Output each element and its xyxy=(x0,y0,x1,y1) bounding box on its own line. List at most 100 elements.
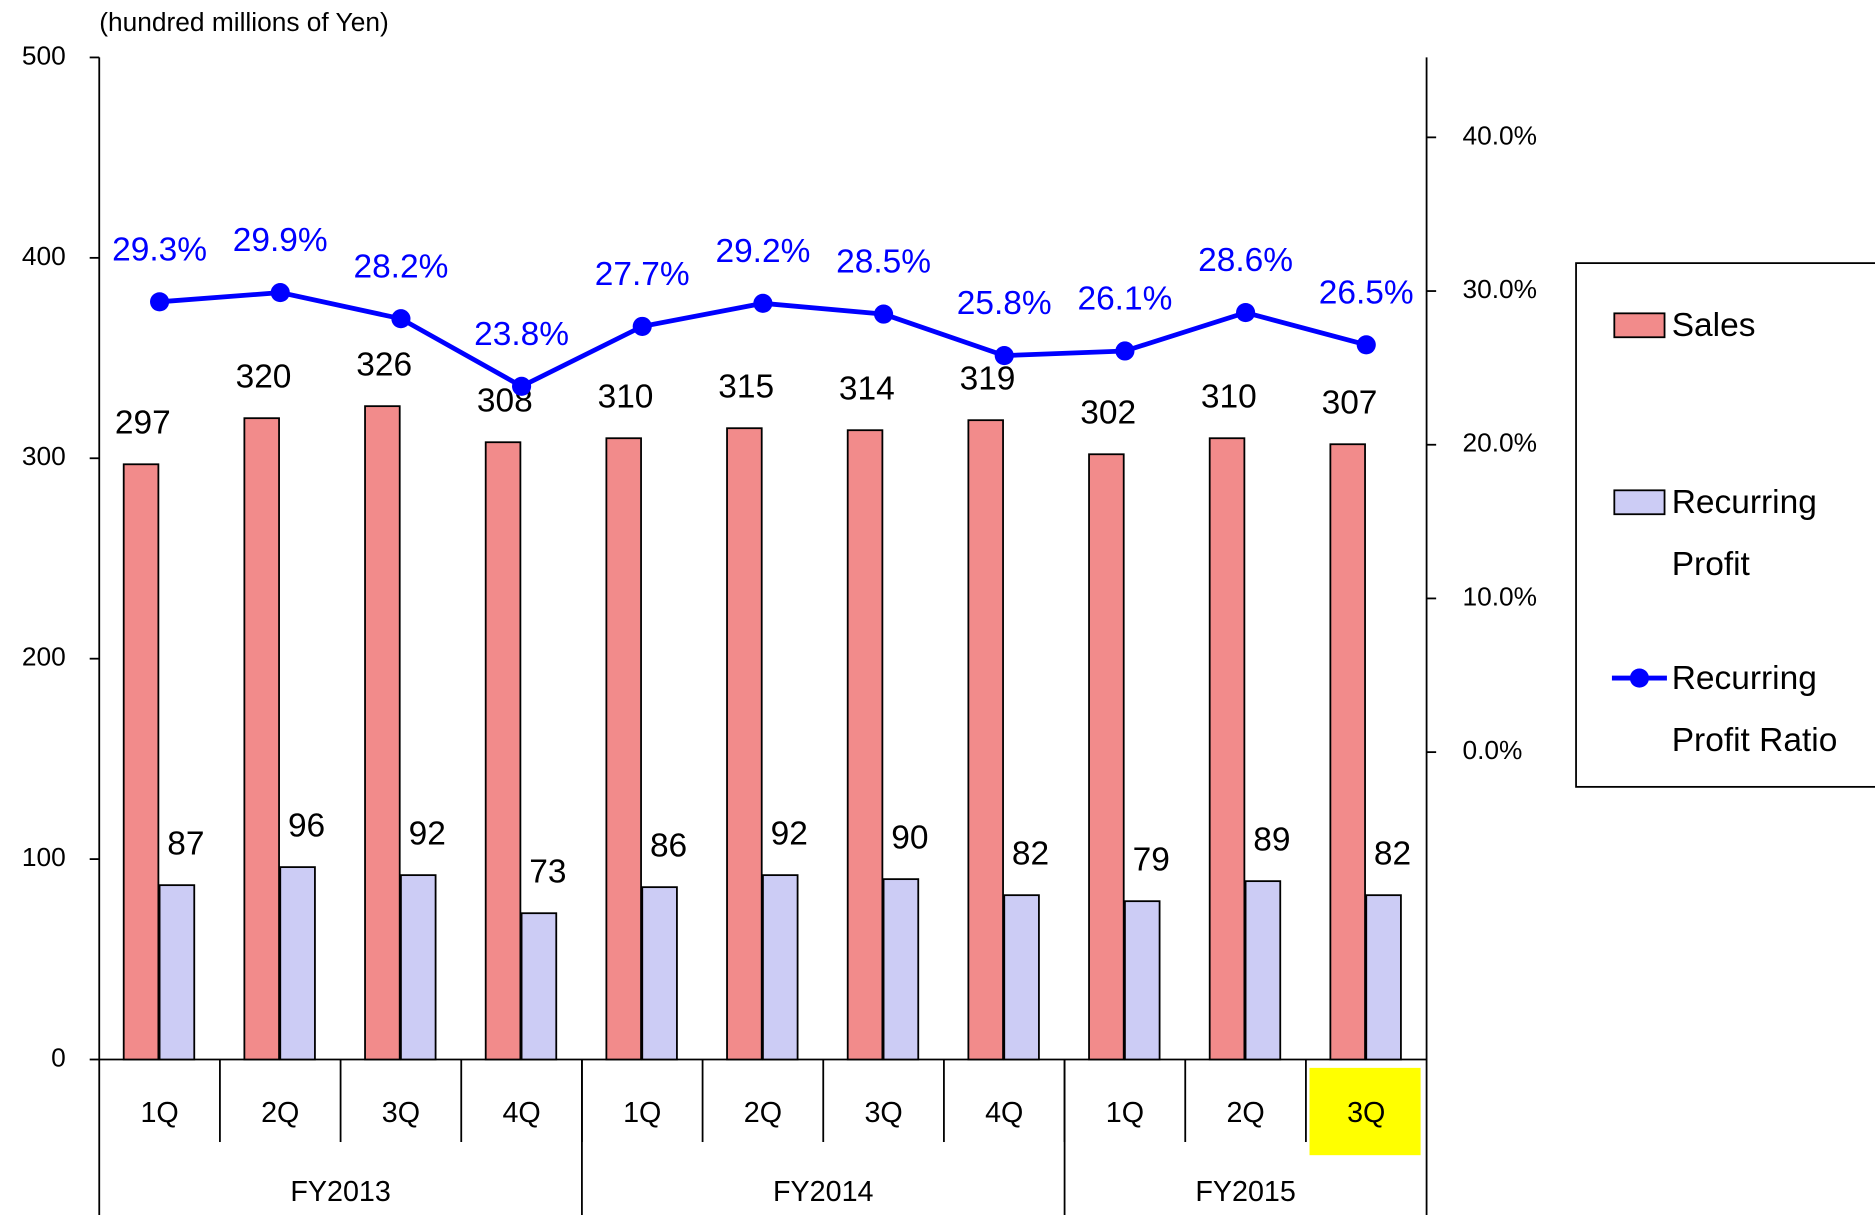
line-point xyxy=(1115,341,1135,361)
category-highlight xyxy=(1309,1067,1421,1156)
value-label: 25.8% xyxy=(957,285,1052,322)
value-label: 26.5% xyxy=(1319,274,1414,311)
x-tick-label: 3Q xyxy=(1347,1097,1385,1129)
value-label: 89 xyxy=(1253,822,1290,859)
line-point xyxy=(874,304,894,324)
bar xyxy=(882,878,920,1061)
value-label: 307 xyxy=(1322,385,1378,422)
value-label: 29.9% xyxy=(233,222,328,259)
bar xyxy=(122,463,160,1061)
bar xyxy=(1244,880,1282,1061)
bar xyxy=(279,866,316,1061)
value-label: 23.8% xyxy=(474,316,569,353)
x-tick-label: 4Q xyxy=(502,1097,540,1129)
y-tick-label: 200 xyxy=(22,642,66,672)
bar xyxy=(846,429,884,1061)
legend-entry: Recurring Profit Ratio xyxy=(1671,658,1838,759)
unit-label: (hundred millions of Yen) xyxy=(99,7,388,37)
x-tick-label: 4Q xyxy=(985,1097,1023,1129)
legend-label: Sales xyxy=(1671,306,1756,344)
bar xyxy=(484,441,522,1061)
value-label: 319 xyxy=(960,361,1016,398)
value-label: 90 xyxy=(891,820,928,857)
value-label: 310 xyxy=(1201,379,1257,416)
line-point xyxy=(512,376,532,396)
y-tick-label: 400 xyxy=(22,241,66,271)
value-label: 92 xyxy=(771,816,808,853)
legend-entry: Sales xyxy=(1671,306,1756,344)
value-label: 82 xyxy=(1374,836,1411,873)
line-point xyxy=(753,293,773,313)
value-label: 314 xyxy=(839,371,895,408)
x-tick-label: 1Q xyxy=(1106,1097,1144,1129)
bar xyxy=(364,405,401,1061)
bar xyxy=(605,437,642,1061)
x-tick-label: 2Q xyxy=(1226,1097,1264,1129)
legend-label: Recurring Profit xyxy=(1671,483,1817,583)
value-label: 28.5% xyxy=(836,244,931,281)
bar xyxy=(1003,894,1040,1061)
x-tick-label: 1Q xyxy=(140,1097,178,1129)
value-label: 87 xyxy=(167,826,204,863)
line-point xyxy=(1356,335,1376,355)
line-point xyxy=(150,292,170,312)
line-point xyxy=(1236,302,1256,323)
bar xyxy=(400,874,437,1061)
x-tick-label: 3Q xyxy=(864,1097,902,1129)
x-tick-label: 2Q xyxy=(744,1097,782,1129)
bar xyxy=(243,417,280,1061)
bar xyxy=(726,427,763,1061)
legend-box xyxy=(1575,262,1875,788)
value-label: 82 xyxy=(1012,836,1049,873)
bar xyxy=(762,874,799,1061)
value-label: 96 xyxy=(288,807,325,844)
y-tick-label: 100 xyxy=(22,842,66,872)
group-label: FY2014 xyxy=(773,1176,874,1208)
value-label: 320 xyxy=(236,359,292,396)
y2-tick-label: 40.0% xyxy=(1462,120,1537,150)
x-tick-label: 1Q xyxy=(623,1097,661,1129)
value-label: 302 xyxy=(1080,395,1136,432)
y-tick-label: 500 xyxy=(22,40,66,70)
value-label: 315 xyxy=(718,369,774,406)
bar xyxy=(967,419,1004,1061)
x-tick-label: 3Q xyxy=(382,1097,420,1129)
legend-swatch xyxy=(1613,312,1666,339)
bar xyxy=(641,886,678,1061)
x-tick-label: 2Q xyxy=(261,1097,299,1129)
bar xyxy=(520,912,558,1061)
value-label: 29.2% xyxy=(715,233,810,270)
value-label: 297 xyxy=(115,405,171,442)
value-label: 27.7% xyxy=(595,256,690,293)
line-point xyxy=(994,346,1014,366)
line-point xyxy=(632,316,652,336)
value-label: 310 xyxy=(598,379,654,416)
value-label: 79 xyxy=(1133,842,1170,879)
y-tick-label: 300 xyxy=(22,441,66,471)
value-label: 28.2% xyxy=(353,248,448,285)
bar xyxy=(1124,900,1161,1061)
value-label: 28.6% xyxy=(1198,242,1293,279)
bar xyxy=(1365,894,1402,1061)
legend-swatch xyxy=(1629,668,1649,688)
line-point xyxy=(270,283,290,303)
group-label: FY2013 xyxy=(290,1176,390,1208)
value-label: 26.1% xyxy=(1077,281,1172,318)
bar xyxy=(1208,437,1246,1061)
line-point xyxy=(391,309,411,329)
value-label: 29.3% xyxy=(112,231,207,268)
bar xyxy=(1329,443,1366,1061)
legend-swatch xyxy=(1613,489,1666,516)
legend-label: Recurring Profit Ratio xyxy=(1671,658,1838,759)
group-label: FY2015 xyxy=(1195,1176,1295,1208)
y2-tick-label: 10.0% xyxy=(1462,581,1537,611)
bar xyxy=(158,884,196,1061)
value-label: 92 xyxy=(409,816,446,853)
y2-tick-label: 20.0% xyxy=(1462,428,1537,458)
bar xyxy=(1088,453,1125,1061)
value-label: 73 xyxy=(529,854,566,891)
y-tick-label: 0 xyxy=(51,1042,66,1072)
legend-entry: Recurring Profit xyxy=(1671,483,1817,583)
value-label: 86 xyxy=(650,828,687,865)
